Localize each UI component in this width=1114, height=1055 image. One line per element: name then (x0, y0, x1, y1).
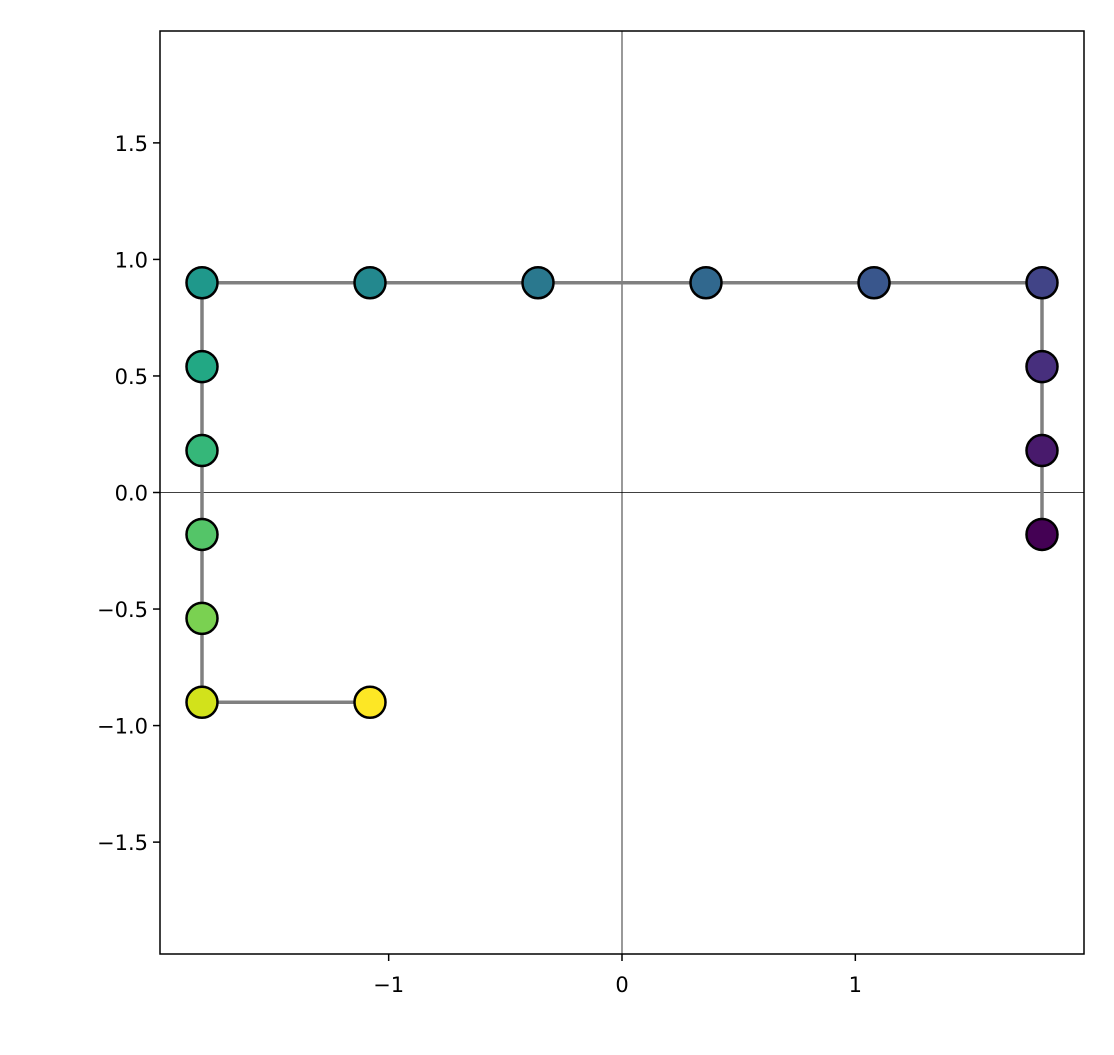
point (185, 433, 219, 468)
point (1025, 517, 1059, 552)
point (185, 517, 219, 552)
y-tick-label: −0.5 (97, 598, 148, 622)
point (185, 265, 219, 300)
x-tick-label: 0 (615, 973, 628, 997)
point (1025, 265, 1059, 300)
point (1025, 433, 1059, 468)
point (185, 685, 219, 720)
point (1025, 349, 1059, 384)
point (857, 265, 891, 300)
y-tick-label: 1.5 (115, 132, 148, 156)
y-tick-label: −1.5 (97, 831, 148, 855)
point (521, 265, 555, 300)
y-tick-label: 1.0 (115, 248, 148, 272)
point (185, 349, 219, 384)
point (353, 265, 387, 300)
point (689, 265, 723, 300)
point (353, 685, 387, 720)
point (185, 601, 219, 636)
y-tick-label: 0.0 (115, 482, 148, 506)
y-tick-label: 0.5 (115, 365, 148, 389)
y-tick-label: −1.0 (97, 715, 148, 739)
axes-frame (159, 30, 1085, 955)
x-tick-label: −1 (373, 973, 404, 997)
x-tick-label: 1 (849, 973, 862, 997)
